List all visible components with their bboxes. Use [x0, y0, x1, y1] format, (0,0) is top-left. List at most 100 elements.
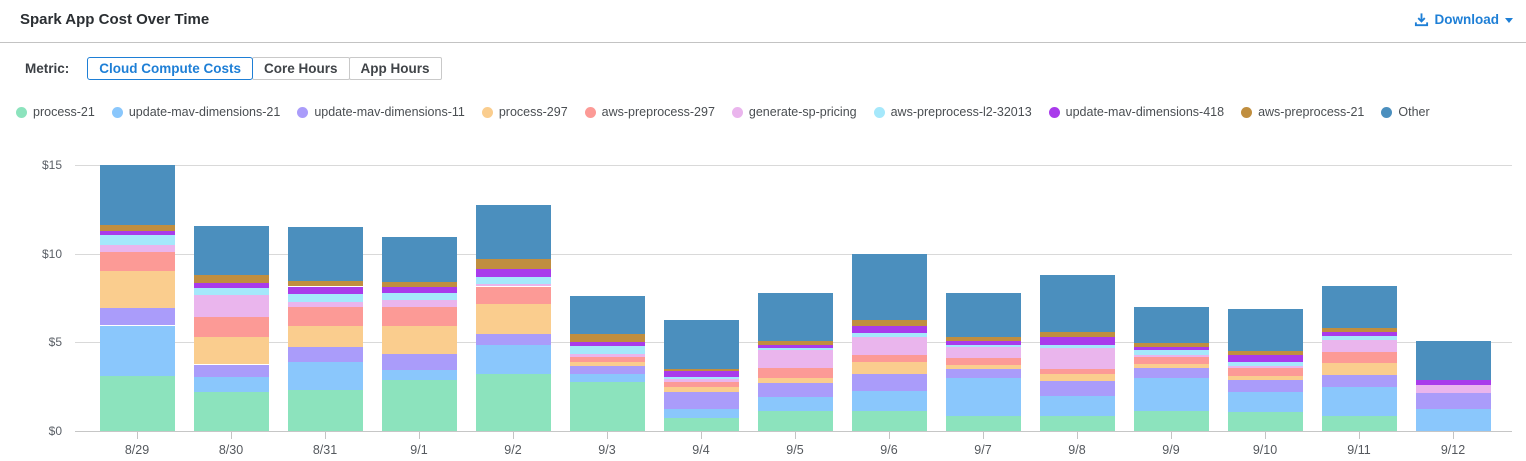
- bar-segment-9-2-process-297[interactable]: [475, 304, 551, 335]
- metric-button-cloud-compute-costs[interactable]: Cloud Compute Costs: [87, 57, 254, 80]
- bar-segment-9-11-update-mav-dimensions-21[interactable]: [1321, 387, 1397, 416]
- bar-segment-9-8-other[interactable]: [1039, 274, 1115, 333]
- bar-segment-8-31-update-mav-dimensions-418[interactable]: [287, 286, 363, 294]
- bar-segment-8-30-generate-sp-pricing[interactable]: [193, 295, 269, 317]
- bar-segment-9-9-update-mav-dimensions-418[interactable]: [1133, 346, 1209, 351]
- bar-segment-9-9-update-mav-dimensions-11[interactable]: [1133, 368, 1209, 378]
- bar-segment-9-3-update-mav-dimensions-21[interactable]: [569, 374, 645, 383]
- bar-segment-8-31-process-297[interactable]: [287, 326, 363, 347]
- bar-segment-8-30-process-21[interactable]: [193, 391, 269, 431]
- bar-segment-9-10-update-mav-dimensions-21[interactable]: [1227, 391, 1303, 413]
- bar-segment-9-7-aws-preprocess-l2-32013[interactable]: [945, 344, 1021, 348]
- legend-item-process-21[interactable]: process-21: [16, 105, 95, 119]
- bar-segment-9-1-update-mav-dimensions-21[interactable]: [381, 369, 457, 380]
- bar-segment-9-11-update-mav-dimensions-11[interactable]: [1321, 374, 1397, 388]
- bar-segment-8-31-aws-preprocess-297[interactable]: [287, 306, 363, 327]
- bar-segment-9-5-process-21[interactable]: [757, 411, 833, 431]
- legend-item-aws-preprocess-21[interactable]: aws-preprocess-21: [1241, 105, 1364, 119]
- bar-segment-9-2-update-mav-dimensions-21[interactable]: [475, 345, 551, 375]
- bar-segment-9-4-update-mav-dimensions-418[interactable]: [663, 370, 739, 378]
- bar-segment-9-12-update-mav-dimensions-11[interactable]: [1415, 392, 1491, 409]
- bar-segment-8-30-aws-preprocess-l2-32013[interactable]: [193, 288, 269, 296]
- bar-segment-9-7-update-mav-dimensions-21[interactable]: [945, 378, 1021, 416]
- legend-item-update-mav-dimensions-21[interactable]: update-mav-dimensions-21: [111, 105, 280, 119]
- bar-segment-9-4-aws-preprocess-l2-32013[interactable]: [663, 377, 739, 380]
- bar-segment-9-12-generate-sp-pricing[interactable]: [1415, 384, 1491, 393]
- bar-segment-9-2-process-21[interactable]: [475, 374, 551, 431]
- bar-segment-9-8-update-mav-dimensions-21[interactable]: [1039, 396, 1115, 416]
- download-button[interactable]: Download: [1414, 10, 1513, 29]
- bar-segment-9-1-aws-preprocess-297[interactable]: [381, 306, 457, 327]
- bar-segment-9-8-generate-sp-pricing[interactable]: [1039, 348, 1115, 369]
- bar-segment-9-10-generate-sp-pricing[interactable]: [1227, 366, 1303, 369]
- bar-segment-8-29-update-mav-dimensions-11[interactable]: [99, 307, 175, 326]
- bar-segment-9-10-aws-preprocess-21[interactable]: [1227, 351, 1303, 355]
- bar-segment-9-3-update-mav-dimensions-11[interactable]: [569, 366, 645, 375]
- bar-segment-9-11-aws-preprocess-21[interactable]: [1321, 327, 1397, 333]
- bar-segment-9-3-other[interactable]: [569, 296, 645, 335]
- bar-segment-8-30-update-mav-dimensions-418[interactable]: [193, 282, 269, 289]
- bar-segment-8-31-generate-sp-pricing[interactable]: [287, 301, 363, 307]
- bar-segment-9-1-update-mav-dimensions-418[interactable]: [381, 287, 457, 293]
- bar-segment-8-29-generate-sp-pricing[interactable]: [99, 244, 175, 252]
- bar-segment-8-29-other[interactable]: [99, 165, 175, 226]
- bar-segment-9-1-aws-preprocess-21[interactable]: [381, 282, 457, 288]
- bar-segment-8-29-aws-preprocess-297[interactable]: [99, 251, 175, 271]
- bar-segment-9-4-update-mav-dimensions-21[interactable]: [663, 409, 739, 418]
- bar-segment-9-4-aws-preprocess-21[interactable]: [663, 368, 739, 371]
- bar-segment-8-31-process-21[interactable]: [287, 390, 363, 431]
- bar-segment-9-5-other[interactable]: [757, 292, 833, 342]
- bar-segment-9-5-generate-sp-pricing[interactable]: [757, 350, 833, 369]
- bar-segment-8-30-update-mav-dimensions-21[interactable]: [193, 376, 269, 392]
- bar-segment-8-30-other[interactable]: [193, 226, 269, 275]
- bar-segment-9-4-update-mav-dimensions-11[interactable]: [663, 392, 739, 409]
- bar-segment-8-31-other[interactable]: [287, 227, 363, 282]
- bar-segment-9-5-process-297[interactable]: [757, 377, 833, 384]
- bar-segment-8-31-update-mav-dimensions-11[interactable]: [287, 346, 363, 362]
- bar-segment-8-29-update-mav-dimensions-21[interactable]: [99, 325, 175, 377]
- bar-segment-8-31-aws-preprocess-l2-32013[interactable]: [287, 293, 363, 302]
- bar-segment-9-8-update-mav-dimensions-11[interactable]: [1039, 381, 1115, 397]
- bar-segment-9-7-update-mav-dimensions-11[interactable]: [945, 368, 1021, 379]
- bar-segment-9-6-process-297[interactable]: [851, 361, 927, 375]
- bar-segment-9-12-update-mav-dimensions-21[interactable]: [1415, 408, 1491, 431]
- bar-segment-9-6-generate-sp-pricing[interactable]: [851, 337, 927, 355]
- bar-segment-9-8-process-297[interactable]: [1039, 373, 1115, 381]
- bar-segment-9-3-aws-preprocess-21[interactable]: [569, 334, 645, 343]
- bar-segment-8-29-aws-preprocess-21[interactable]: [99, 225, 175, 231]
- bar-segment-9-10-process-297[interactable]: [1227, 376, 1303, 381]
- bar-segment-9-6-aws-preprocess-21[interactable]: [851, 320, 927, 326]
- bar-segment-9-2-update-mav-dimensions-11[interactable]: [475, 334, 551, 345]
- bar-segment-8-29-update-mav-dimensions-418[interactable]: [99, 230, 175, 236]
- bar-segment-9-5-aws-preprocess-21[interactable]: [757, 341, 833, 345]
- bar-segment-9-9-other[interactable]: [1133, 306, 1209, 344]
- bar-segment-8-30-process-297[interactable]: [193, 337, 269, 365]
- bar-segment-9-6-update-mav-dimensions-418[interactable]: [851, 325, 927, 334]
- bar-segment-9-4-aws-preprocess-297[interactable]: [663, 381, 739, 388]
- legend-item-aws-preprocess-l2-32013[interactable]: aws-preprocess-l2-32013: [873, 105, 1032, 119]
- bar-segment-9-8-aws-preprocess-l2-32013[interactable]: [1039, 344, 1115, 349]
- bar-segment-9-9-process-21[interactable]: [1133, 411, 1209, 431]
- bar-segment-9-10-update-mav-dimensions-11[interactable]: [1227, 380, 1303, 392]
- bar-segment-9-2-aws-preprocess-21[interactable]: [475, 259, 551, 269]
- bar-segment-9-3-process-297[interactable]: [569, 361, 645, 367]
- bar-segment-9-1-generate-sp-pricing[interactable]: [381, 299, 457, 307]
- bar-segment-9-9-aws-preprocess-l2-32013[interactable]: [1133, 350, 1209, 355]
- bar-segment-8-29-process-21[interactable]: [99, 376, 175, 431]
- bar-segment-9-1-other[interactable]: [381, 236, 457, 283]
- bar-segment-9-4-process-21[interactable]: [663, 417, 739, 431]
- bar-segment-9-6-process-21[interactable]: [851, 411, 927, 431]
- bar-segment-9-7-other[interactable]: [945, 293, 1021, 337]
- bar-segment-9-8-aws-preprocess-297[interactable]: [1039, 368, 1115, 374]
- bar-segment-9-2-other[interactable]: [475, 204, 551, 259]
- bar-segment-9-10-aws-preprocess-l2-32013[interactable]: [1227, 361, 1303, 367]
- bar-segment-9-6-update-mav-dimensions-21[interactable]: [851, 391, 927, 412]
- bar-segment-8-29-aws-preprocess-l2-32013[interactable]: [99, 235, 175, 245]
- bar-segment-9-2-update-mav-dimensions-418[interactable]: [475, 268, 551, 277]
- bar-segment-9-7-generate-sp-pricing[interactable]: [945, 347, 1021, 358]
- bar-segment-9-5-update-mav-dimensions-11[interactable]: [757, 383, 833, 398]
- bar-segment-9-10-other[interactable]: [1227, 308, 1303, 352]
- bar-segment-9-12-other[interactable]: [1415, 340, 1491, 381]
- legend-item-generate-sp-pricing[interactable]: generate-sp-pricing: [731, 105, 857, 119]
- bar-segment-9-6-aws-preprocess-l2-32013[interactable]: [851, 333, 927, 338]
